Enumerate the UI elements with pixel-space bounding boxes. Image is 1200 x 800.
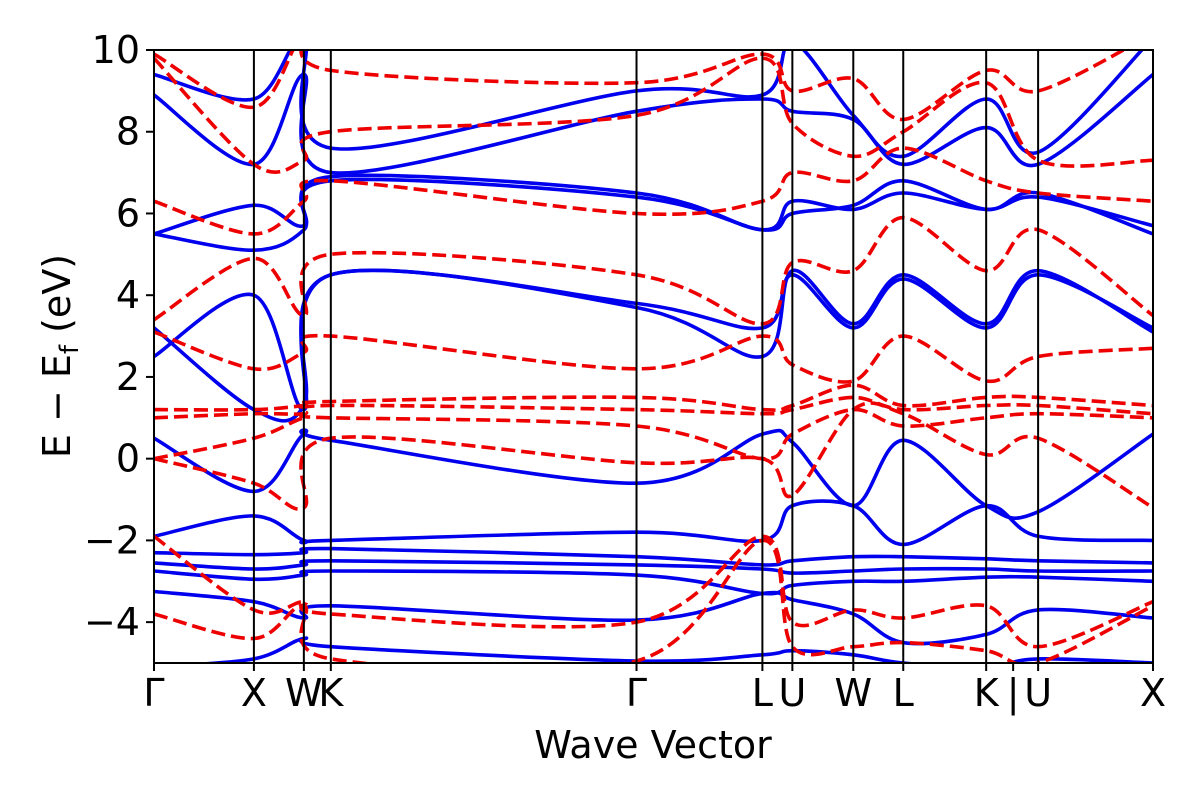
x-tick-label: Γ [143,671,164,715]
y-tick-label: −2 [84,518,140,562]
x-tick-label: L [893,671,914,715]
y-tick-label: 0 [116,437,140,481]
y-tick-label: 10 [92,28,140,72]
high-symmetry-lines [252,50,1040,663]
dashed-band-line [154,56,1153,174]
y-tick-label: −4 [84,600,140,644]
x-tick-label: L [752,671,773,715]
y-tick-label: 2 [116,355,140,399]
y-axis-label-unit: (eV) [35,254,79,345]
x-tick-label: Γ [626,671,647,715]
y-axis-label: E − Ef (eV) [35,254,85,458]
x-tick-label: X [241,671,267,715]
x-tick-label: | [1007,671,1020,716]
x-axis-ticks: Γ X WK Γ L U W L K | U X [143,663,1166,716]
x-tick-label: U [1024,671,1052,715]
x-tick-label: X [1140,671,1166,715]
y-tick-label: 6 [116,191,140,235]
solid-band-line [154,72,1153,175]
y-tick-label: 4 [116,273,140,317]
plot-frame [153,49,1154,664]
x-tick-label: W [835,671,873,715]
x-tick-label: U [778,671,806,715]
x-axis-label: Wave Vector [534,723,772,767]
y-axis-ticks: −4 −2 0 2 4 6 8 10 [84,28,154,644]
y-axis-label-subscript: f [55,344,85,354]
x-tick-label: K [974,671,1000,715]
y-tick-label: 8 [116,110,140,154]
y-axis-label-main: E − E [35,354,79,458]
x-tick-label: W [285,671,323,715]
x-tick-label: K [318,671,344,715]
